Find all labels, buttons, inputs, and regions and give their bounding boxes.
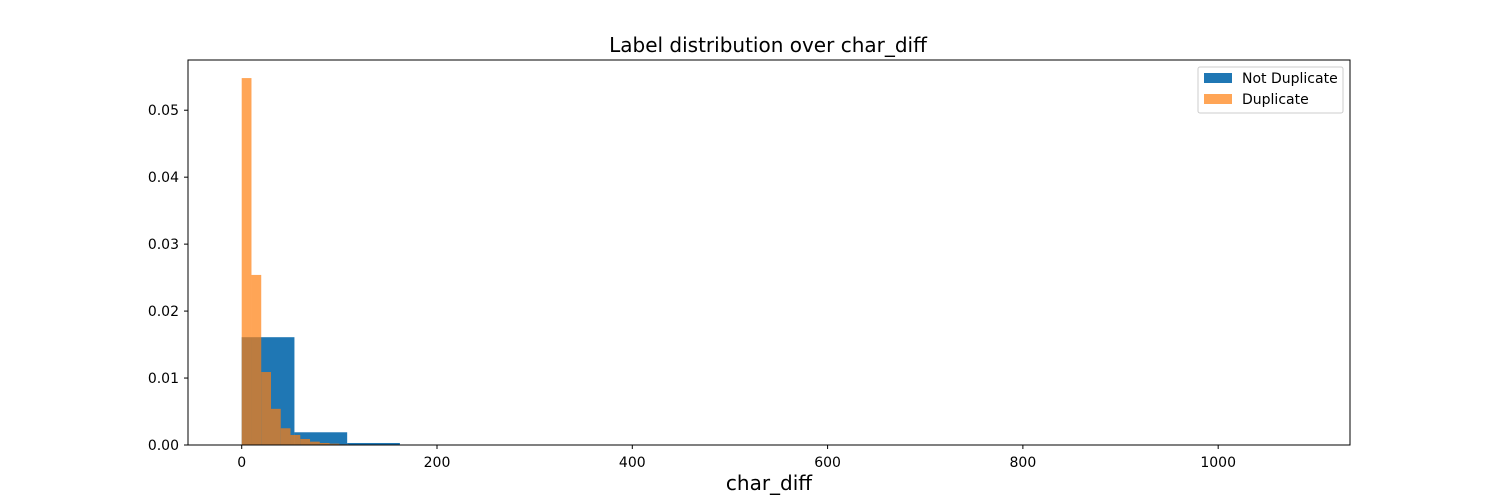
y-tick-label: 0.00 [148, 438, 179, 454]
x-tick-label: 0 [237, 455, 246, 471]
y-axis: 0.00 0.01 0.02 0.03 0.04 0.05 [148, 103, 188, 454]
x-tick-label: 600 [814, 455, 841, 471]
histogram-bar [300, 439, 310, 445]
histogram-bar [281, 428, 291, 445]
legend-label: Duplicate [1242, 92, 1309, 108]
plot-frame [188, 60, 1350, 445]
histogram-bar [261, 372, 271, 445]
y-tick-label: 0.04 [148, 170, 179, 186]
y-tick-label: 0.02 [148, 304, 179, 320]
x-axis-label: char_diff [726, 471, 813, 495]
x-tick-label: 1000 [1200, 455, 1236, 471]
histogram-bar [291, 435, 301, 445]
histogram-bar [310, 442, 320, 445]
histogram-bar [271, 409, 281, 445]
x-tick-label: 400 [619, 455, 646, 471]
x-axis: 0 200 400 600 800 1000 [237, 445, 1236, 471]
series-1 [242, 78, 349, 445]
legend: Not Duplicate Duplicate [1198, 67, 1343, 113]
histogram-bar [242, 78, 252, 445]
legend-label: Not Duplicate [1242, 71, 1338, 87]
x-tick-label: 800 [1010, 455, 1037, 471]
histogram-bar [251, 275, 261, 445]
y-tick-label: 0.05 [148, 103, 179, 119]
x-tick-label: 200 [424, 455, 451, 471]
bars-layer [242, 78, 506, 445]
chart-title: Label distribution over char_diff [609, 33, 928, 57]
y-tick-label: 0.01 [148, 371, 179, 387]
legend-swatch [1204, 73, 1232, 83]
y-tick-label: 0.03 [148, 237, 179, 253]
legend-swatch [1204, 94, 1232, 104]
